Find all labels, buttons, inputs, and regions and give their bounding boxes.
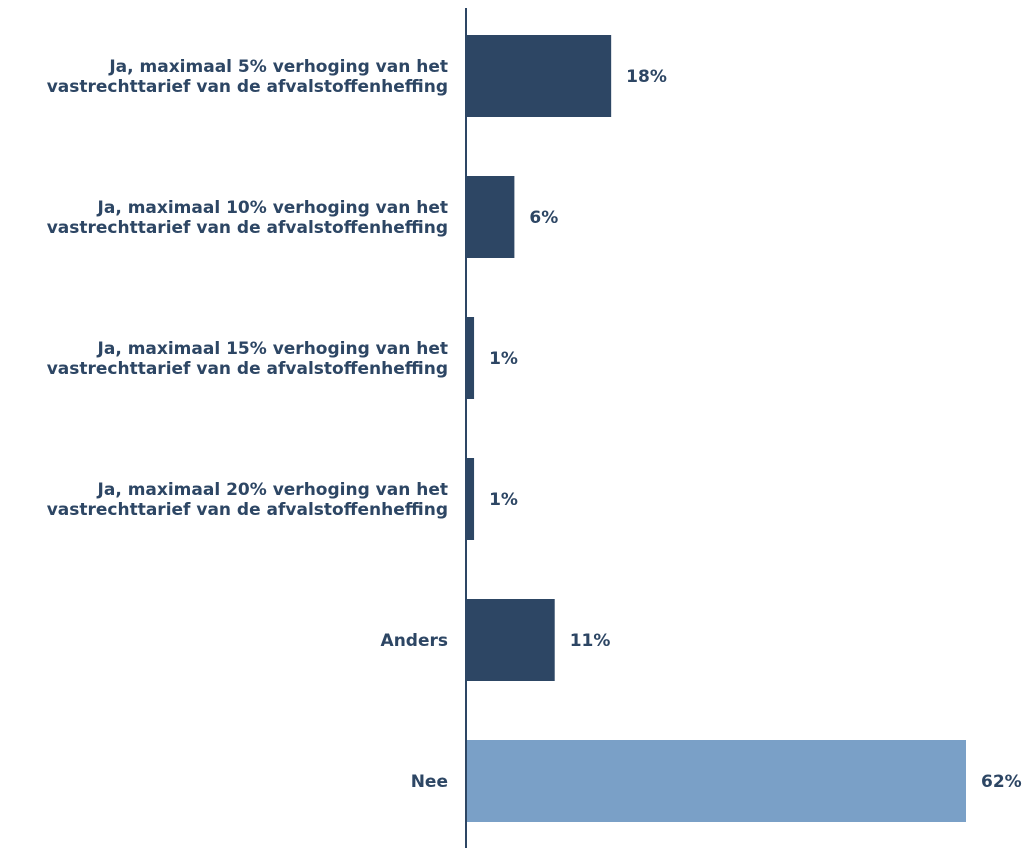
category-label-line: Ja, maximaal 20% verhoging van het — [97, 480, 448, 500]
bar-3 — [466, 458, 475, 540]
category-label-line: Nee — [411, 772, 448, 792]
bar-5 — [466, 740, 966, 822]
value-label-5: 62% — [981, 772, 1022, 792]
category-label-line: vastrechttarief van de afvalstoffenheffi… — [47, 218, 448, 238]
bars-group — [466, 35, 966, 822]
category-label-0: Ja, maximaal 5% verhoging van het vastrec… — [47, 57, 448, 97]
category-label-3: Ja, maximaal 20% verhoging van het vastre… — [47, 480, 448, 520]
category-label-line: Anders — [381, 631, 448, 651]
category-label-5: Nee — [411, 772, 448, 792]
category-label-line: Ja, maximaal 5% verhoging van het — [108, 57, 448, 77]
category-label-line: Ja, maximaal 10% verhoging van het — [97, 198, 448, 218]
value-labels-group: 18% 6% 1% 1% 11% 62% — [489, 67, 1022, 792]
value-label-0: 18% — [626, 67, 667, 87]
value-label-4: 11% — [570, 631, 611, 651]
category-label-line: vastrechttarief van de afvalstoffenheffi… — [47, 359, 448, 379]
bar-2 — [466, 317, 475, 399]
value-label-1: 6% — [529, 208, 558, 228]
category-label-line: Ja, maximaal 15% verhoging van het — [97, 339, 448, 359]
bar-1 — [466, 176, 515, 258]
category-label-1: Ja, maximaal 10% verhoging van het vastre… — [47, 198, 448, 238]
category-label-4: Anders — [381, 631, 448, 651]
category-label-line: vastrechttarief van de afvalstoffenheffi… — [47, 500, 448, 520]
category-label-2: Ja, maximaal 15% verhoging van het vastre… — [47, 339, 448, 379]
bar-0 — [466, 35, 612, 117]
value-label-2: 1% — [489, 349, 518, 369]
bar-4 — [466, 599, 555, 681]
category-labels-group: Ja, maximaal 5% verhoging van het vastrec… — [47, 57, 448, 792]
category-label-line: vastrechttarief van de afvalstoffenheffi… — [47, 77, 448, 97]
value-label-3: 1% — [489, 490, 518, 510]
